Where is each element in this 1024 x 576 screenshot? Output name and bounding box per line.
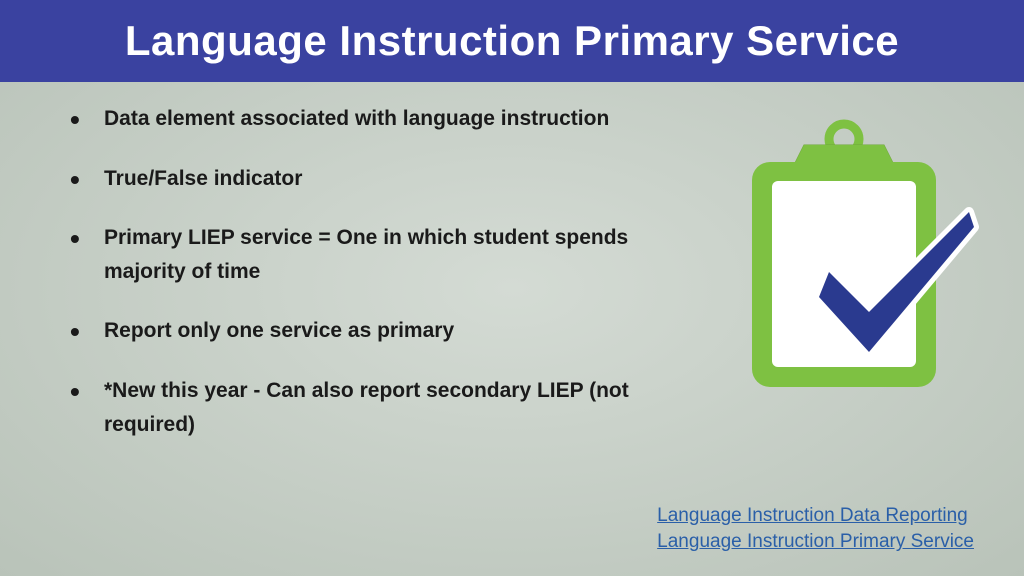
header-bar: Language Instruction Primary Service xyxy=(0,0,1024,82)
bullet-item: Report only one service as primary xyxy=(60,314,640,348)
bullet-item: True/False indicator xyxy=(60,162,640,196)
link-primary-service[interactable]: Language Instruction Primary Service xyxy=(657,529,974,556)
clipboard-check-icon xyxy=(704,117,984,407)
content-area: Data element associated with language in… xyxy=(0,82,1024,576)
bullet-list: Data element associated with language in… xyxy=(60,102,640,441)
footer-links: Language Instruction Data Reporting Lang… xyxy=(657,503,974,556)
link-data-reporting[interactable]: Language Instruction Data Reporting xyxy=(657,503,974,530)
bullet-item: Data element associated with language in… xyxy=(60,102,640,136)
bullet-item: Primary LIEP service = One in which stud… xyxy=(60,221,640,288)
page-title: Language Instruction Primary Service xyxy=(125,17,899,65)
bullet-item: *New this year - Can also report seconda… xyxy=(60,374,640,441)
